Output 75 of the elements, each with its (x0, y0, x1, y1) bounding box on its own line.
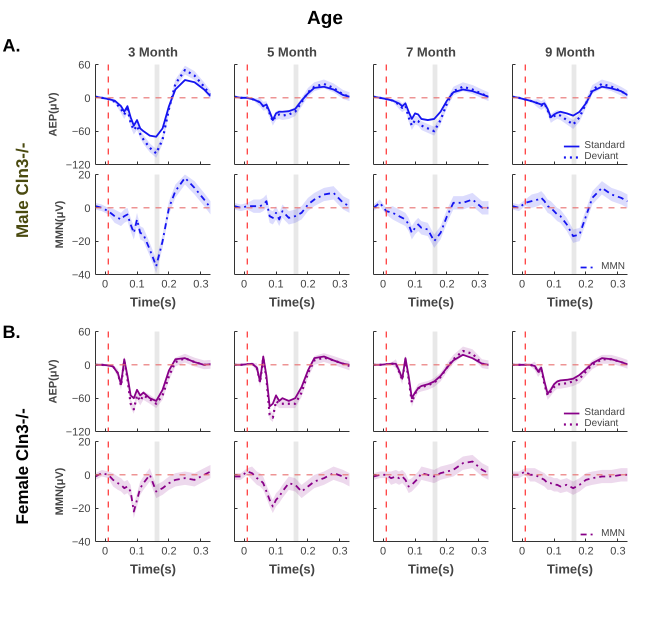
y-tick-label: 20 (78, 436, 91, 448)
x-tick-label: 0.3 (332, 278, 348, 290)
legend-label: Standard (584, 407, 625, 418)
text: B. (2, 322, 20, 342)
y-tick-label: 0 (84, 470, 91, 482)
y-tick-label: −120 (66, 426, 91, 438)
y-tick-label: 0 (84, 92, 91, 105)
legend-label: MMN (601, 528, 625, 539)
x-tick-label: 0.2 (161, 546, 177, 558)
x-tick-label: 0 (102, 278, 108, 290)
x-axis-title: Time(s) (408, 294, 454, 310)
y-tick-label: 0 (84, 202, 91, 215)
y-tick-label: −60 (72, 126, 91, 138)
x-axis-title: Time(s) (269, 562, 315, 576)
x-tick-label: 0.2 (300, 278, 316, 290)
y-tick-label: −40 (72, 270, 91, 282)
x-tick-label: 0.3 (610, 546, 626, 558)
x-axis-title: Time(s) (547, 294, 593, 310)
x-tick-label: 0.1 (268, 546, 284, 558)
x-axis-title: Time(s) (269, 294, 315, 310)
chart-title: 7 Month (406, 44, 456, 60)
chart-title: 9 Month (545, 44, 595, 60)
x-tick-label: 0.2 (578, 546, 594, 558)
y-tick-label: −20 (72, 503, 91, 516)
y-axis-title: AEP(μV) (48, 92, 60, 137)
x-tick-label: 0.2 (578, 278, 594, 290)
text: Male Cln3-/- (13, 142, 32, 238)
x-tick-label: 0.3 (193, 546, 209, 558)
x-tick-label: 0.2 (439, 278, 455, 290)
x-tick-label: 0 (380, 278, 386, 290)
x-tick-label: 0.1 (129, 546, 145, 558)
text: Age (307, 7, 343, 31)
y-tick-label: −40 (72, 536, 91, 548)
y-tick-label: 60 (78, 326, 91, 338)
x-tick-label: 0 (519, 278, 526, 290)
text: Female Cln3-/- (13, 408, 32, 524)
x-tick-label: 0.3 (610, 278, 626, 290)
x-tick-label: 0 (380, 546, 386, 558)
y-tick-label: −120 (66, 160, 91, 172)
y-tick-label: −20 (72, 236, 91, 248)
y-axis-title: MMN(μV) (54, 467, 66, 516)
x-tick-label: 0.1 (546, 546, 562, 558)
x-tick-label: 0.2 (161, 278, 177, 290)
x-tick-label: 0.1 (407, 278, 423, 290)
x-tick-label: 0 (241, 546, 248, 558)
y-axis-title: AEP(μV) (48, 359, 60, 404)
x-tick-label: 0.1 (268, 278, 284, 290)
x-tick-label: 0.3 (193, 278, 209, 290)
chart-title: 5 Month (267, 44, 317, 60)
x-axis-title: Time(s) (408, 562, 454, 576)
x-tick-label: 0.3 (332, 546, 348, 558)
x-tick-label: 0.2 (300, 546, 316, 558)
legend-label: Standard (584, 140, 625, 151)
x-tick-label: 0 (241, 278, 248, 290)
legend-label: MMN (601, 261, 625, 272)
y-tick-label: 20 (78, 170, 91, 182)
x-tick-label: 0.1 (407, 546, 423, 558)
x-tick-label: 0 (519, 546, 526, 558)
legend-label: Deviant (584, 418, 618, 429)
x-tick-label: 0 (102, 546, 108, 558)
x-axis-title: Time(s) (130, 294, 176, 310)
chart-title: 3 Month (128, 44, 178, 60)
y-tick-label: 0 (84, 360, 91, 372)
text: A. (2, 35, 20, 56)
x-axis-title: Time(s) (130, 562, 176, 576)
x-tick-label: 0.1 (129, 278, 145, 290)
x-tick-label: 0.3 (471, 278, 487, 290)
y-tick-label: −60 (72, 393, 91, 406)
x-axis-title: Time(s) (547, 562, 593, 576)
y-axis-title: MMN(μV) (54, 200, 66, 248)
x-tick-label: 0.2 (439, 546, 455, 558)
x-tick-label: 0.3 (471, 546, 487, 558)
y-tick-label: 60 (78, 60, 91, 72)
x-tick-label: 0.1 (546, 278, 562, 290)
legend-label: Deviant (584, 151, 618, 162)
